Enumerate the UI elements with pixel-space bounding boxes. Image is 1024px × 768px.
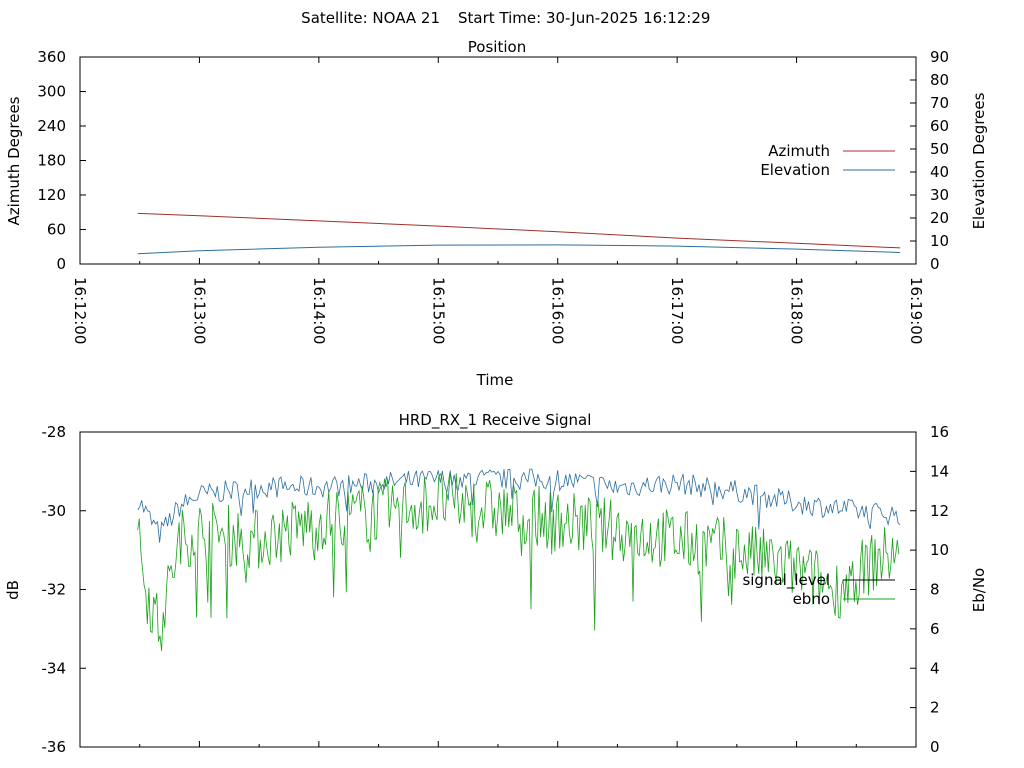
signal-chart-title: HRD_RX_1 Receive Signal xyxy=(399,411,592,430)
signal-left-tick-label: -34 xyxy=(42,659,67,677)
position-legend-label: Elevation xyxy=(760,161,830,179)
position-left-tick-label: 60 xyxy=(47,221,66,239)
position-x-tick-label: 16:18:00 xyxy=(788,277,806,344)
position-left-tick-label: 300 xyxy=(37,83,66,101)
position-right-tick-label: 40 xyxy=(930,163,949,181)
position-right-axis-label: Elevation Degrees xyxy=(970,92,988,229)
position-series-lines xyxy=(137,212,901,255)
position-axes-ticks: 0 60 120 180 240 300 360 0 10 20 30 40 50 60 70 80 90 16:… xyxy=(37,48,949,344)
position-chart: Position Time Azimuth Degrees Elevation … xyxy=(5,38,988,389)
signal-left-tick-label: -30 xyxy=(42,502,67,520)
position-x-tick-label: 16:15:00 xyxy=(429,277,447,344)
position-left-tick-label: 0 xyxy=(56,255,66,273)
signal-right-tick-label: 14 xyxy=(930,462,949,480)
position-left-tick-label: 240 xyxy=(37,117,66,135)
position-chart-title: Position xyxy=(468,38,526,56)
signal-right-tick-label: 10 xyxy=(930,541,949,559)
signal-legend-label: signal_level xyxy=(742,571,830,590)
position-left-axis-label: Azimuth Degrees xyxy=(5,96,23,225)
position-right-tick-label: 0 xyxy=(930,255,940,273)
signal-right-tick-label: 4 xyxy=(930,659,940,677)
position-x-tick-label: 16:17:00 xyxy=(668,277,686,344)
satellite-name: Satellite: NOAA 21 xyxy=(301,9,440,27)
signal-left-axis-label: dB xyxy=(4,580,22,600)
signal-plot-frame xyxy=(79,431,917,748)
signal-series-line-signal-level xyxy=(137,468,901,543)
signal-right-tick-label: 8 xyxy=(930,581,940,599)
receive-signal-chart: HRD_RX_1 Receive Signal dB Eb/No -36-34-… xyxy=(4,411,988,756)
position-right-tick-label: 90 xyxy=(930,48,949,66)
signal-right-axis-label: Eb/No xyxy=(970,568,988,612)
position-right-tick-label: 50 xyxy=(930,140,949,158)
signal-right-tick-label: 12 xyxy=(930,502,949,520)
position-right-tick-label: 70 xyxy=(930,94,949,112)
signal-left-tick-label: -32 xyxy=(42,581,67,599)
position-x-tick-label: 16:13:00 xyxy=(190,277,208,344)
signal-right-tick-label: 16 xyxy=(930,423,949,441)
signal-right-tick-label: 6 xyxy=(930,620,940,638)
position-series-line-elevation xyxy=(137,244,901,255)
signal-right-tick-label: 2 xyxy=(930,699,940,717)
position-right-tick-label: 80 xyxy=(930,71,949,89)
position-x-tick-label: 16:19:00 xyxy=(907,277,925,344)
signal-right-tick-label: 0 xyxy=(930,738,940,756)
position-series-line-azimuth xyxy=(137,212,901,249)
position-legend-label: Azimuth xyxy=(768,142,830,160)
position-x-tick-label: 16:12:00 xyxy=(71,277,89,344)
position-right-tick-label: 30 xyxy=(930,186,949,204)
position-right-tick-label: 60 xyxy=(930,117,949,135)
signal-series-line-ebno xyxy=(137,472,900,651)
position-right-tick-label: 20 xyxy=(930,209,949,227)
position-right-tick-label: 10 xyxy=(930,232,949,250)
signal-series-lines xyxy=(137,468,901,651)
position-left-tick-label: 180 xyxy=(37,152,66,170)
position-x-axis-label: Time xyxy=(476,371,514,389)
position-left-tick-label: 120 xyxy=(37,186,66,204)
signal-left-tick-label: -28 xyxy=(42,423,67,441)
position-x-tick-label: 16:14:00 xyxy=(310,277,328,344)
start-time: Start Time: 30-Jun-2025 16:12:29 xyxy=(458,9,710,27)
position-x-tick-label: 16:16:00 xyxy=(549,277,567,344)
signal-left-tick-label: -36 xyxy=(42,738,67,756)
position-left-tick-label: 360 xyxy=(37,48,66,66)
signal-axes-ticks: -36 -34 -32 -30 -28 0 2 4 6 8 10 12 14 16 xyxy=(42,423,950,756)
signal-legend-label: ebno xyxy=(793,590,830,608)
